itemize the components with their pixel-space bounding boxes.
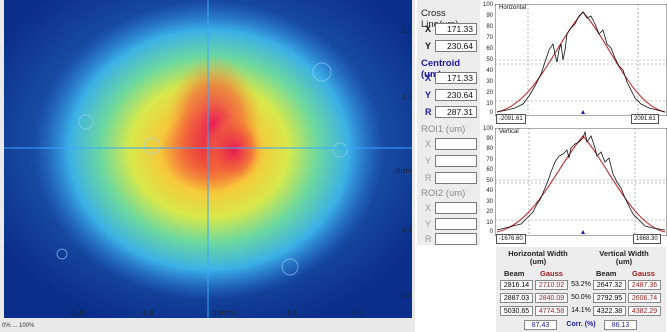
h-correlation-value: 87.43 — [524, 320, 557, 330]
x-tick-label: -1.0 — [140, 309, 154, 317]
roi1-r-value — [435, 172, 477, 184]
v-ytick: 20 — [486, 209, 493, 215]
horizontal-right-edge: 2091.61 — [631, 114, 659, 124]
cross-x-value: 171.33 — [435, 23, 477, 35]
v-gauss-cell: 4382.29 — [628, 306, 661, 316]
v-gauss-cell: 2606.74 — [628, 293, 661, 303]
centroid-x-label: X — [425, 73, 432, 83]
beam-profile-image[interactable]: 2.0 1.0 0(mm) -1.0 -2.0 -2.0 -1.0 0(mm) … — [4, 0, 412, 318]
x-tick-label: 0(mm) — [212, 309, 236, 317]
correlation-label: Corr. (%) — [566, 321, 596, 328]
roi2-r-label: R — [425, 234, 432, 244]
centroid-x-value: 171.33 — [435, 72, 477, 84]
vertical-plot-title: Vertical — [499, 129, 519, 135]
v-ytick: 90 — [486, 136, 493, 142]
x-tick-label: -2.0 — [70, 309, 84, 317]
roi2-x-value — [435, 202, 477, 214]
v-beam-cell: 2647.32 — [593, 280, 626, 290]
h-ytick: 40 — [486, 68, 493, 74]
v-ytick: 10 — [486, 220, 493, 226]
beam-image-panel: 2.0 1.0 0(mm) -1.0 -2.0 -2.0 -1.0 0(mm) … — [0, 0, 415, 332]
h-gauss-cell: 4774.58 — [535, 306, 568, 316]
clip-percent: 53.2% — [571, 281, 591, 288]
v-ytick: 30 — [486, 199, 493, 205]
roi1-y-value — [435, 155, 477, 167]
y-tick-label: -1.0 — [400, 226, 412, 234]
v-ytick: 100 — [482, 126, 493, 132]
clip-percent: 50.0% — [571, 294, 591, 301]
h-ytick: 80 — [486, 24, 493, 30]
h-ytick: 30 — [486, 79, 493, 85]
roi1-x-value — [435, 138, 477, 150]
h-ytick: 10 — [486, 101, 493, 107]
h-ytick: 50 — [486, 57, 493, 63]
horizontal-width-header: Horizontal Width (um) — [508, 249, 568, 266]
h-gauss-cell: 2840.09 — [535, 293, 568, 303]
y-tick-label: 2.0 — [402, 27, 412, 35]
h-ytick: 0 — [489, 110, 493, 116]
centroid-r-label: R — [425, 107, 432, 117]
v-ytick: 80 — [486, 146, 493, 152]
v-ytick: 70 — [486, 157, 493, 163]
v-ytick: 0 — [489, 229, 493, 235]
h-gauss-cell: 2710.02 — [535, 280, 568, 290]
roi1-y-label: Y — [425, 156, 432, 166]
cross-x-label: X — [425, 24, 432, 34]
h-ytick: 20 — [486, 90, 493, 96]
h-ytick: 90 — [486, 13, 493, 19]
h-beam-cell: 5030.65 — [500, 306, 533, 316]
vertical-right-edge: 1668.30 — [633, 234, 661, 244]
roi1-x-label: X — [425, 139, 432, 149]
roi1-r-label: R — [425, 173, 432, 183]
centroid-title: Centroid (um) — [421, 58, 461, 80]
v-ytick: 40 — [486, 188, 493, 194]
centroid-y-label: Y — [425, 90, 432, 100]
v-beam-cell: 4322.38 — [593, 306, 626, 316]
v-ytick: 60 — [486, 167, 493, 173]
h-beam-header: Beam — [504, 269, 525, 278]
roi2-r-value — [435, 233, 477, 245]
vertical-profile-plot[interactable]: 100 90 80 70 60 50 40 30 20 10 0 Vertica… — [481, 126, 667, 244]
centroid-y-value: 230.64 — [435, 89, 477, 101]
v-beam-cell: 2792.95 — [593, 293, 626, 303]
y-tick-label: 1.0 — [402, 93, 412, 101]
y-tick-label: -2.0 — [400, 292, 412, 300]
h-beam-cell: 2887.03 — [500, 293, 533, 303]
v-correlation-value: 86.13 — [604, 320, 637, 330]
y-tick-label: 0(mm) — [396, 167, 412, 175]
horizontal-plot-title: Horizontal — [499, 5, 527, 11]
roi2-title: ROI2 (um) — [421, 188, 466, 199]
clip-percent: 14.1% — [571, 307, 591, 314]
h-ytick: 60 — [486, 46, 493, 52]
v-gauss-header: Gauss — [632, 269, 655, 278]
measurement-panel: Cross Line(um) X 171.33 Y 230.64 Centroi… — [417, 0, 480, 245]
horizontal-profile-plot[interactable]: 100 90 80 70 60 50 40 30 20 10 0 Horizon… — [481, 0, 667, 124]
x-tick-label: 2.0 — [352, 309, 364, 317]
horizontal-profile-chart — [495, 4, 667, 116]
v-beam-header: Beam — [596, 269, 617, 278]
horizontal-left-edge: -2091.61 — [496, 114, 526, 124]
h-ytick: 70 — [486, 35, 493, 41]
vertical-left-edge: -1676.60 — [496, 234, 526, 244]
h-beam-cell: 2816.14 — [500, 280, 533, 290]
v-gauss-cell: 2487.36 — [628, 280, 661, 290]
roi2-y-label: Y — [425, 219, 432, 229]
vertical-profile-chart — [495, 128, 667, 236]
roi1-title: ROI1 (um) — [421, 124, 466, 135]
roi2-y-value — [435, 218, 477, 230]
vertical-width-header: Vertical Width (um) — [599, 249, 649, 266]
h-ytick: 100 — [482, 2, 493, 8]
roi2-x-label: X — [425, 203, 432, 213]
v-ytick: 50 — [486, 178, 493, 184]
color-scale-label: 0% ... 100% — [2, 323, 35, 329]
centroid-r-value: 287.31 — [435, 106, 477, 118]
beam-width-table: Horizontal Width (um) Vertical Width (um… — [496, 247, 666, 332]
h-gauss-header: Gauss — [540, 269, 563, 278]
cross-y-label: Y — [425, 41, 432, 51]
cross-y-value: 230.64 — [435, 40, 477, 52]
beam-intensity-map — [4, 0, 412, 318]
x-tick-label: 1.0 — [286, 309, 298, 317]
